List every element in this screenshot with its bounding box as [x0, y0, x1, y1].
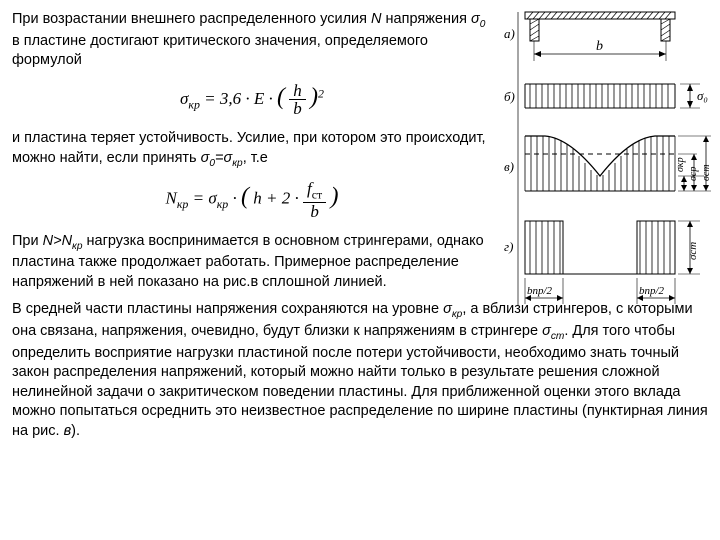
- para4-c: . Для того чтобы определить восприятие н…: [12, 323, 708, 439]
- para4-kr: кр: [452, 309, 462, 320]
- section-a: b: [525, 12, 675, 61]
- formula-N-kr: Nкр = σкр · ( h + 2 · fстb ): [12, 180, 492, 219]
- symbol-sigma: σ: [471, 11, 480, 27]
- paragraph-post-buckling: При N>Nкр нагрузка воспринимается в осно…: [12, 232, 492, 293]
- fig-sigma-kr: σкр: [675, 157, 686, 172]
- fig-sigma-st: σст: [701, 164, 712, 181]
- fig-sigma-cp: σср: [688, 167, 699, 181]
- fig-bnp-right: bпр/2: [639, 285, 665, 297]
- intro-text-3: в пластине достигают критического значен…: [12, 33, 428, 69]
- para3-b: нагрузка воспринимается в основном стрин…: [12, 233, 484, 290]
- diagram-figure: а) b б): [500, 6, 714, 326]
- fig-sigma0: σ₀: [697, 88, 708, 103]
- section-g: σст bпр/2 bпр/2: [525, 221, 700, 304]
- fig-label-b: б): [504, 89, 515, 104]
- paragraph-buckling: и пластина теряет устойчивость. Усилие, …: [12, 129, 492, 170]
- fig-label-a: а): [504, 26, 515, 41]
- para4-a: В средней части пластины напряжения сохр…: [12, 301, 443, 317]
- para3-kr: кр: [72, 241, 82, 252]
- para3-a: При: [12, 233, 43, 249]
- intro-paragraph: При возрастании внешнего распределенного…: [12, 10, 492, 71]
- section-b: σ₀: [525, 84, 708, 108]
- fig-dim-b: b: [596, 39, 603, 54]
- para2-eq: =σ: [215, 150, 232, 166]
- para2-subkr: кр: [232, 158, 242, 169]
- intro-text-2: напряжения: [382, 11, 471, 27]
- symbol-N: N: [371, 11, 381, 27]
- para4-st: ст: [551, 331, 565, 342]
- symbol-sub0: 0: [480, 19, 486, 30]
- intro-text-1: При возрастании внешнего распределенного…: [12, 11, 371, 27]
- fig-label-v: в): [504, 159, 514, 174]
- para3-N: N>N: [43, 233, 72, 249]
- fig-bnp-left: bпр/2: [527, 285, 553, 297]
- para4-sigma1: σ: [443, 301, 452, 317]
- para2-text-b: , т.е: [243, 150, 268, 166]
- fig-sigma-st2: σст: [687, 242, 699, 260]
- formula-sigma-kr: σкр = 3,6 · E · ( hb )2: [12, 81, 492, 118]
- section-v: σкр σср σст: [525, 136, 712, 191]
- fig-label-g: г): [504, 239, 513, 254]
- para4-e: ).: [71, 423, 80, 439]
